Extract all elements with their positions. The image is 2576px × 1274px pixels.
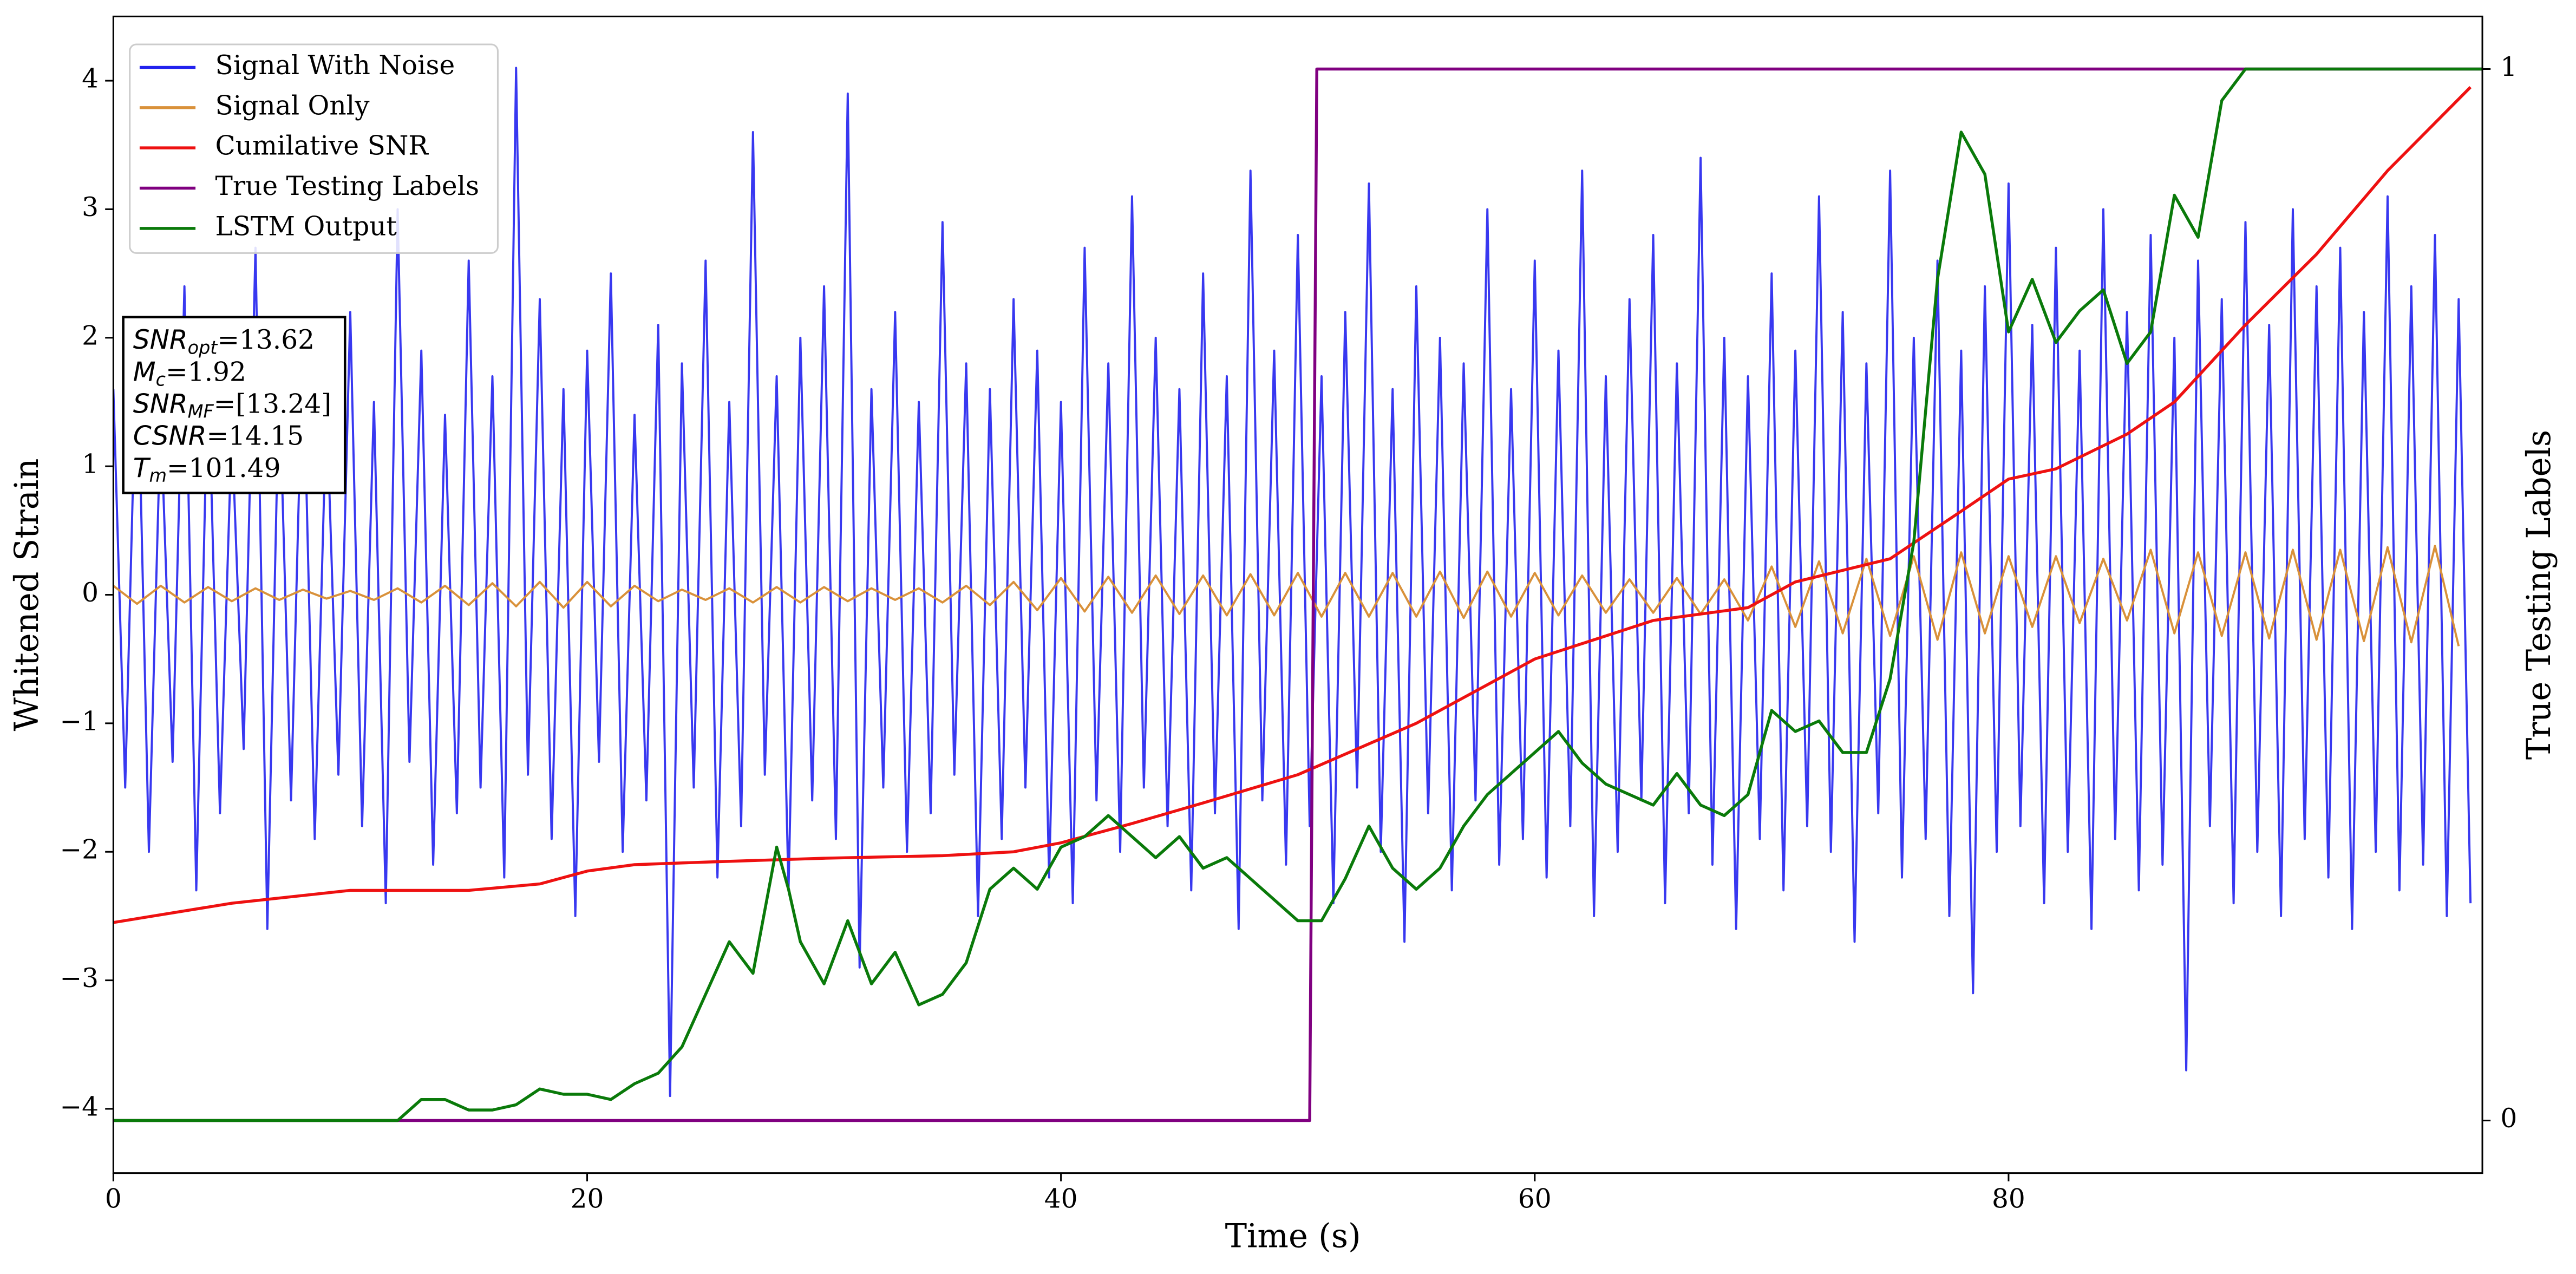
plot-area	[113, 67, 2483, 1122]
annotation-value: =101.49	[167, 453, 281, 483]
annotation-line: SNRopt=13.62	[133, 325, 315, 358]
y-tick-label: −4	[60, 1092, 99, 1122]
annotation-sub: m	[149, 465, 167, 486]
annotation-var: T	[133, 453, 151, 484]
annotation-var: CSNR	[133, 421, 207, 452]
legend: Signal With Noise Signal Only Cumilative S…	[129, 43, 499, 254]
annotation-var: SNR	[133, 389, 188, 420]
legend-label: LSTM Output	[215, 211, 397, 241]
y-tick-label: 1	[82, 449, 99, 480]
y-tick-label: −1	[60, 706, 99, 736]
annotation-sub: MF	[188, 401, 214, 422]
legend-label: True Testing Labels	[215, 171, 480, 201]
x-tick-label: 40	[1044, 1184, 1078, 1214]
annotation-var: M	[133, 357, 156, 387]
x-axis-label: Time (s)	[1225, 1218, 1361, 1256]
annotation: SNRopt=13.62Mc=1.92SNRMF=[13.24]CSNR=14.…	[122, 316, 346, 494]
series-line	[113, 67, 2472, 1097]
series-line	[113, 86, 2472, 924]
legend-label: Signal Only	[215, 90, 370, 121]
legend-label: Signal With Noise	[215, 50, 455, 81]
y-tick-label: 2	[82, 321, 99, 351]
annotation-sub: c	[156, 369, 166, 390]
annotation-box	[122, 316, 346, 494]
x-tick-label: 0	[105, 1184, 122, 1214]
series-line	[113, 545, 2460, 646]
series-line	[113, 67, 2483, 1122]
y-tick-label: 3	[82, 192, 99, 223]
y-tick-label: 0	[82, 578, 99, 608]
series-line	[113, 67, 2483, 1122]
annotation-line: SNRMF=[13.24]	[133, 389, 331, 422]
annotation-value: =14.15	[206, 421, 304, 451]
annotation-line: Tm=101.49	[133, 453, 281, 486]
x-tick-label: 60	[1518, 1184, 1552, 1214]
y2-tick-label: 1	[2500, 52, 2517, 82]
y-axis-label: Whitened Strain	[8, 459, 46, 731]
annotation-value: =1.92	[166, 357, 246, 387]
y2-axis-label: True Testing Labels	[2520, 430, 2558, 760]
x-tick-label: 20	[571, 1184, 604, 1214]
annotation-line: Mc=1.92	[133, 357, 246, 390]
annotation-sub: opt	[188, 337, 219, 358]
x-tick-label: 80	[1992, 1184, 2025, 1214]
annotation-line: CSNR=14.15	[133, 421, 304, 451]
y2-tick-label: 0	[2500, 1103, 2517, 1134]
y-tick-label: 4	[82, 64, 99, 94]
legend-label: Cumilative SNR	[215, 131, 429, 161]
y-tick-label: −3	[60, 963, 99, 994]
annotation-var: SNR	[133, 325, 188, 355]
annotation-value: =13.62	[217, 325, 315, 355]
y-tick-label: −2	[60, 835, 99, 865]
annotation-value: =[13.24]	[214, 389, 332, 419]
legend-box	[129, 43, 499, 254]
